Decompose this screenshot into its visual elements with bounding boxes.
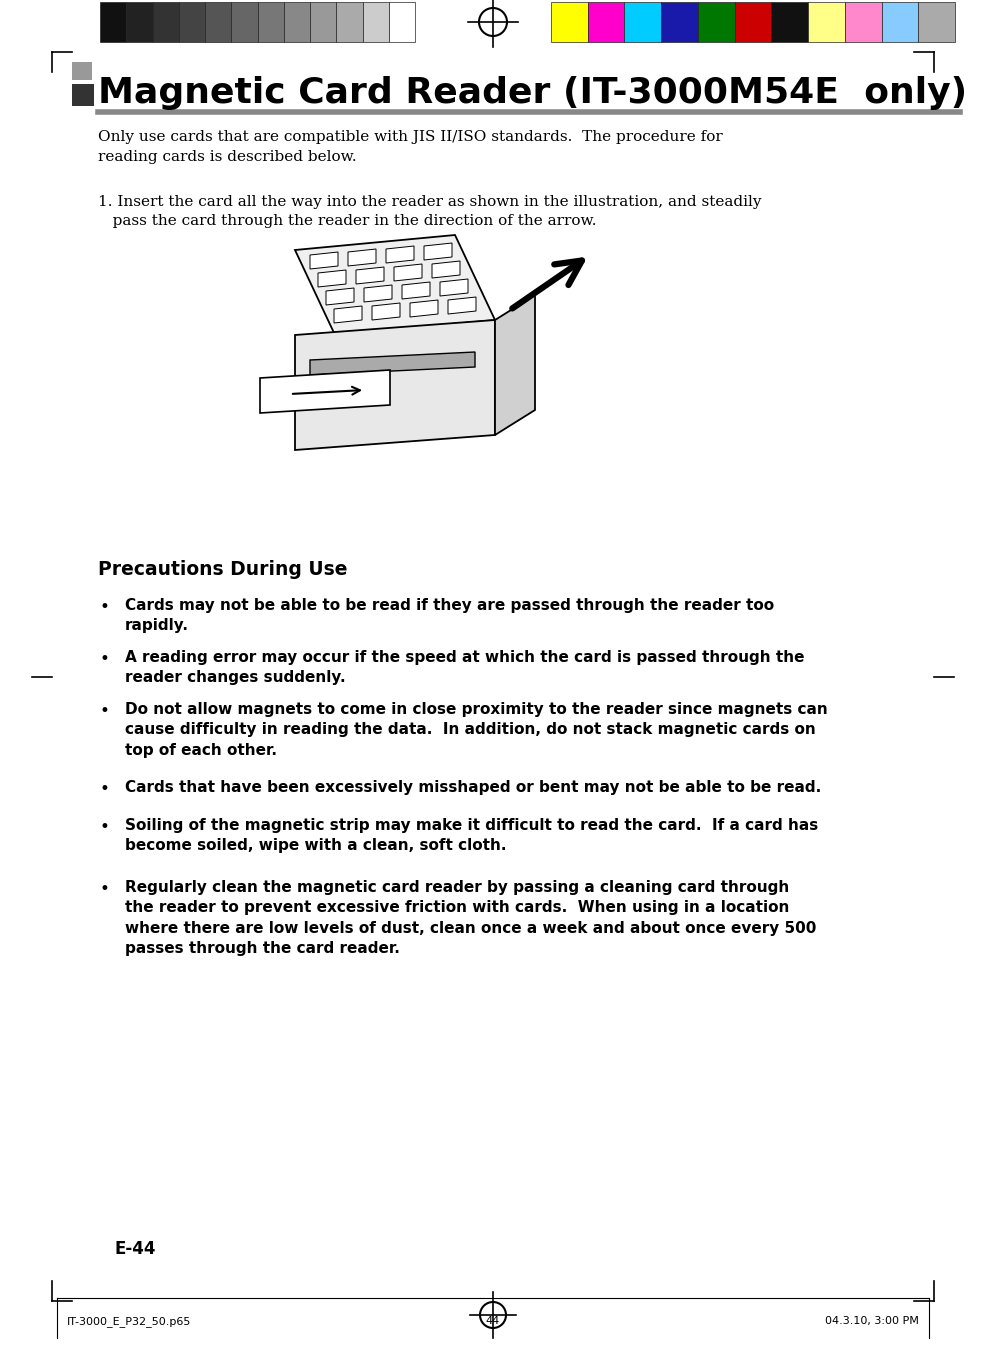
Polygon shape bbox=[424, 244, 452, 260]
Bar bbox=[284, 1, 310, 42]
Bar bbox=[72, 62, 92, 80]
Polygon shape bbox=[310, 252, 338, 269]
Text: Cards that have been excessively misshaped or bent may not be able to be read.: Cards that have been excessively misshap… bbox=[125, 779, 821, 796]
Bar bbox=[153, 1, 178, 42]
Text: E-44: E-44 bbox=[115, 1239, 157, 1258]
Text: •: • bbox=[100, 779, 109, 798]
Bar bbox=[100, 1, 126, 42]
Text: 1. Insert the card all the way into the reader as shown in the illustration, and: 1. Insert the card all the way into the … bbox=[98, 195, 761, 229]
Text: Cards may not be able to be read if they are passed through the reader too
rapid: Cards may not be able to be read if they… bbox=[125, 598, 774, 633]
Polygon shape bbox=[402, 281, 430, 299]
Text: A reading error may occur if the speed at which the card is passed through the
r: A reading error may occur if the speed a… bbox=[125, 649, 805, 686]
Bar bbox=[551, 1, 588, 42]
Text: Only use cards that are compatible with JIS II/ISO standards.  The procedure for: Only use cards that are compatible with … bbox=[98, 130, 723, 164]
Polygon shape bbox=[356, 267, 384, 284]
Polygon shape bbox=[326, 288, 354, 304]
Bar bbox=[771, 1, 809, 42]
Bar bbox=[178, 1, 205, 42]
Bar bbox=[698, 1, 735, 42]
Bar bbox=[205, 1, 232, 42]
Bar bbox=[310, 1, 336, 42]
Polygon shape bbox=[295, 235, 495, 336]
Text: Precautions During Use: Precautions During Use bbox=[98, 560, 347, 579]
Text: Soiling of the magnetic strip may make it difficult to read the card.  If a card: Soiling of the magnetic strip may make i… bbox=[125, 819, 818, 854]
Bar bbox=[126, 1, 153, 42]
Text: Regularly clean the magnetic card reader by passing a cleaning card through
the : Regularly clean the magnetic card reader… bbox=[125, 879, 816, 957]
Polygon shape bbox=[432, 261, 460, 277]
Bar bbox=[809, 1, 845, 42]
Polygon shape bbox=[295, 321, 495, 451]
Polygon shape bbox=[348, 249, 376, 267]
Polygon shape bbox=[260, 369, 390, 413]
Polygon shape bbox=[394, 264, 422, 281]
Polygon shape bbox=[448, 298, 476, 314]
Bar bbox=[918, 1, 955, 42]
Text: IT-3000_E_P32_50.p65: IT-3000_E_P32_50.p65 bbox=[67, 1316, 191, 1327]
Text: •: • bbox=[100, 649, 109, 668]
Bar bbox=[881, 1, 918, 42]
Bar bbox=[662, 1, 698, 42]
Bar bbox=[336, 1, 363, 42]
Bar bbox=[845, 1, 881, 42]
Bar bbox=[257, 1, 284, 42]
Text: Magnetic Card Reader (IT-3000M54E  only): Magnetic Card Reader (IT-3000M54E only) bbox=[98, 76, 967, 110]
Polygon shape bbox=[440, 279, 468, 296]
Text: 04.3.10, 3:00 PM: 04.3.10, 3:00 PM bbox=[825, 1316, 919, 1326]
Text: Do not allow magnets to come in close proximity to the reader since magnets can
: Do not allow magnets to come in close pr… bbox=[125, 702, 828, 758]
Polygon shape bbox=[386, 246, 414, 262]
Polygon shape bbox=[364, 285, 392, 302]
Bar bbox=[72, 84, 94, 106]
Polygon shape bbox=[318, 271, 346, 287]
Polygon shape bbox=[310, 352, 475, 375]
Text: •: • bbox=[100, 879, 109, 898]
Bar bbox=[735, 1, 771, 42]
Text: •: • bbox=[100, 819, 109, 836]
Text: •: • bbox=[100, 598, 109, 616]
Text: •: • bbox=[100, 702, 109, 720]
Polygon shape bbox=[410, 300, 438, 317]
Bar bbox=[624, 1, 662, 42]
Bar bbox=[232, 1, 257, 42]
Bar bbox=[388, 1, 415, 42]
Polygon shape bbox=[495, 295, 535, 436]
Polygon shape bbox=[372, 303, 400, 321]
Bar bbox=[363, 1, 388, 42]
Polygon shape bbox=[334, 306, 362, 323]
Text: 44: 44 bbox=[486, 1316, 500, 1326]
Bar bbox=[588, 1, 624, 42]
